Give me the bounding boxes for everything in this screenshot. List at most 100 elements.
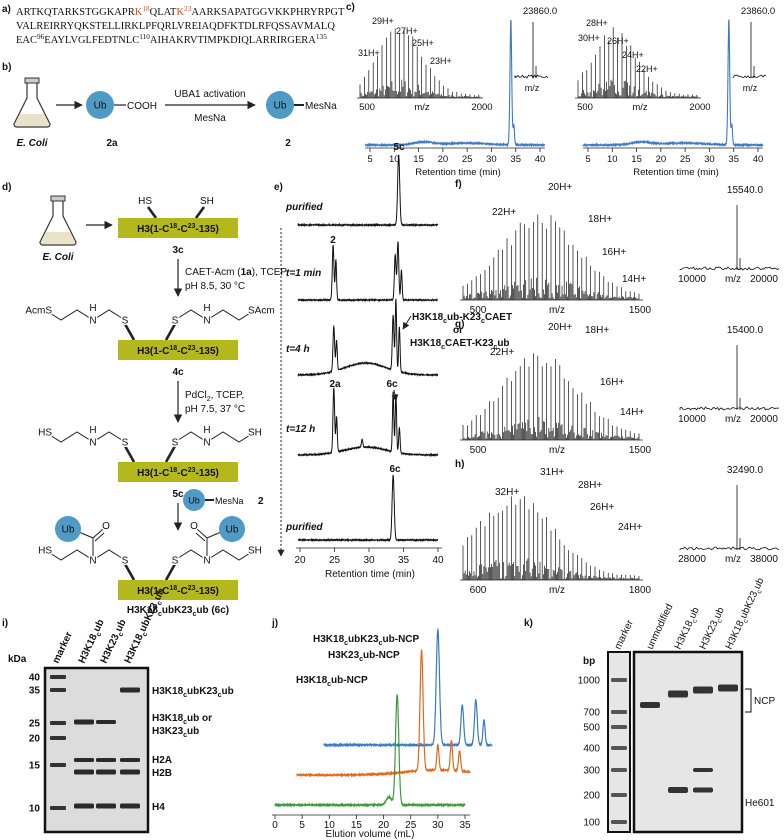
flask-medium bbox=[15, 114, 49, 126]
text-segment: c bbox=[493, 344, 497, 351]
bond bbox=[174, 309, 256, 321]
tick-label: 5 bbox=[367, 154, 372, 165]
text-segment: -C bbox=[177, 346, 188, 357]
atom: SH bbox=[248, 428, 262, 439]
tick-label: 25 bbox=[329, 555, 341, 566]
label: m/z bbox=[549, 445, 565, 456]
label: H3(1-C18-C23-135) bbox=[137, 585, 219, 597]
atom: HS bbox=[38, 428, 52, 439]
label: 15400.0 bbox=[727, 325, 764, 336]
inset-spectrum bbox=[514, 22, 549, 79]
gel-band bbox=[611, 746, 627, 750]
atom: S bbox=[172, 316, 179, 327]
wedge-bond bbox=[123, 445, 136, 463]
label: MesNa bbox=[305, 101, 337, 112]
label: t=1 min bbox=[286, 268, 321, 279]
label: 5c bbox=[172, 489, 184, 500]
text-segment: H3K23 bbox=[152, 726, 184, 737]
text-segment: 23 bbox=[188, 467, 196, 474]
text-segment: c bbox=[441, 344, 445, 351]
text-segment: AIHAKRVTIMPKDIQLARRIRGERA bbox=[150, 35, 316, 46]
label: E. Coli bbox=[42, 252, 73, 263]
tick-label: 500 bbox=[583, 723, 600, 734]
bond bbox=[44, 549, 126, 561]
text-segment: c bbox=[158, 611, 162, 618]
label: H3K18cubK23cub (6c) bbox=[127, 605, 229, 618]
sequence: ARTKQTARKSTGGKAPRK18QLATK23AARKSAPATGGVK… bbox=[16, 4, 345, 18]
tick-label: 25 bbox=[462, 154, 473, 165]
label: UBA1 activation bbox=[174, 89, 245, 100]
label: He601 bbox=[745, 798, 775, 809]
label: 500 bbox=[470, 305, 487, 316]
text-segment: 110 bbox=[139, 32, 150, 41]
panel-label: a) bbox=[2, 4, 11, 15]
line bbox=[92, 528, 104, 539]
text-segment: c bbox=[359, 656, 363, 663]
label: 32490.0 bbox=[727, 465, 764, 476]
text-segment: 96 bbox=[37, 32, 45, 41]
flask-cap bbox=[50, 195, 66, 202]
panel-label: i) bbox=[2, 618, 8, 629]
sequence: EAC96EAYLVGLFEDTNLC110AIHAKRVTIMPKDIQLAR… bbox=[16, 32, 327, 46]
text-segment: ub or bbox=[187, 713, 212, 724]
label: E. Coli bbox=[16, 138, 47, 149]
tick-label: 30 bbox=[704, 154, 715, 165]
label: 20000 bbox=[750, 274, 778, 285]
text-segment: -C bbox=[177, 468, 188, 479]
label: 500 bbox=[359, 102, 375, 113]
label: H3K18cub-K23cCAET bbox=[412, 312, 512, 325]
text-segment: ub-NCP bbox=[363, 650, 400, 661]
label: 16H+ bbox=[600, 377, 624, 388]
tick-label: 1000 bbox=[578, 676, 601, 687]
label: 18H+ bbox=[585, 325, 609, 336]
label: 22H+ bbox=[492, 207, 516, 218]
wedge-bond bbox=[164, 323, 177, 341]
panel-label: f) bbox=[455, 179, 462, 190]
label: 2a bbox=[106, 138, 118, 149]
tick-label: 5 bbox=[299, 820, 305, 831]
text-segment: K bbox=[176, 7, 184, 18]
ms-spectrum bbox=[577, 27, 699, 98]
label: HS bbox=[138, 196, 152, 207]
label: 20H+ bbox=[548, 182, 572, 193]
tick-label: 40 bbox=[432, 555, 444, 566]
text-segment: 135 bbox=[316, 32, 327, 41]
text-segment: H3K23 bbox=[99, 632, 122, 665]
gel-band bbox=[693, 686, 713, 694]
protein-box bbox=[118, 218, 238, 238]
protein-box bbox=[118, 580, 238, 600]
label: 3c bbox=[172, 245, 184, 256]
label: Elution volume (mL) bbox=[326, 829, 415, 840]
text-segment: 23 bbox=[188, 585, 196, 592]
label: pH 8.5, 30 °C bbox=[185, 281, 245, 292]
label: 14H+ bbox=[620, 407, 644, 418]
line bbox=[196, 528, 208, 539]
label: COOH bbox=[127, 101, 157, 112]
text-segment: CAET-Acm ( bbox=[185, 267, 241, 278]
label: bp bbox=[583, 656, 595, 667]
text-segment: c bbox=[691, 618, 699, 625]
label: Retention time (min) bbox=[415, 167, 501, 178]
inset-spectrum bbox=[679, 345, 780, 411]
line bbox=[195, 532, 206, 542]
lane-label: unmodified bbox=[645, 602, 676, 651]
wedge-bond bbox=[123, 323, 136, 341]
tick-label: 35 bbox=[398, 555, 410, 566]
label: SH bbox=[200, 196, 214, 207]
tick-label: 300 bbox=[583, 766, 600, 777]
atom: S bbox=[172, 556, 179, 567]
label: 22H+ bbox=[490, 347, 514, 358]
text-segment: QLAT bbox=[150, 7, 177, 18]
bracket bbox=[745, 688, 752, 713]
line bbox=[78, 531, 94, 539]
panel-label: d) bbox=[2, 182, 11, 193]
ub-circle bbox=[219, 516, 245, 542]
text-segment: H3K18 bbox=[123, 632, 146, 665]
label: 27H+ bbox=[396, 26, 418, 36]
gel-band bbox=[96, 803, 116, 809]
label: 10000 bbox=[678, 274, 706, 285]
gel-band bbox=[50, 675, 66, 679]
text-segment: 2 bbox=[207, 396, 211, 403]
inset-spectrum bbox=[679, 205, 780, 271]
label: 2a bbox=[329, 379, 341, 390]
